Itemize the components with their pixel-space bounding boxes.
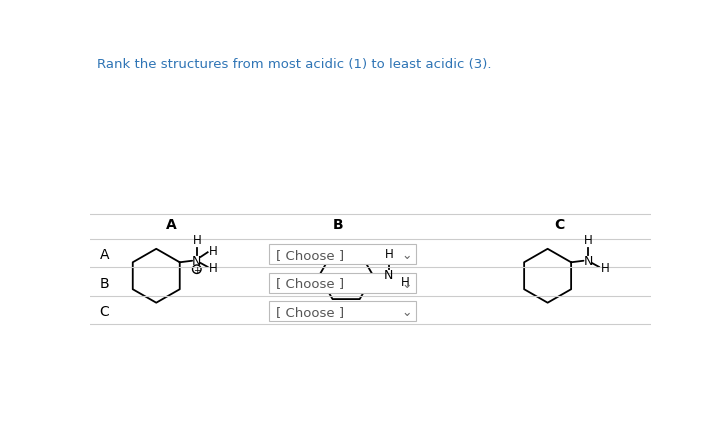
Text: N: N — [384, 268, 393, 281]
Text: ⌄: ⌄ — [401, 306, 412, 319]
Text: [ Choose ]: [ Choose ] — [276, 248, 344, 261]
FancyBboxPatch shape — [269, 244, 416, 265]
Text: H: H — [401, 275, 410, 288]
Text: Rank the structures from most acidic (1) to least acidic (3).: Rank the structures from most acidic (1)… — [97, 58, 491, 71]
Text: A: A — [166, 218, 177, 232]
Text: ⌄: ⌄ — [401, 277, 412, 290]
Text: H: H — [209, 245, 218, 258]
Text: H: H — [601, 261, 609, 275]
Text: B: B — [100, 276, 109, 290]
Text: H: H — [209, 261, 218, 275]
Text: +: + — [193, 265, 200, 274]
Text: H: H — [583, 233, 593, 247]
Text: C: C — [554, 218, 565, 232]
Text: H: H — [192, 233, 201, 247]
FancyBboxPatch shape — [269, 301, 416, 321]
Text: A: A — [100, 247, 109, 261]
Text: B: B — [333, 218, 343, 232]
Text: C: C — [100, 304, 109, 318]
Text: ⌄: ⌄ — [401, 249, 412, 262]
FancyBboxPatch shape — [269, 273, 416, 293]
Text: [ Choose ]: [ Choose ] — [276, 305, 344, 318]
Text: [ Choose ]: [ Choose ] — [276, 276, 344, 290]
Text: H: H — [385, 247, 393, 260]
Text: N: N — [192, 254, 202, 268]
Text: N: N — [583, 254, 593, 268]
